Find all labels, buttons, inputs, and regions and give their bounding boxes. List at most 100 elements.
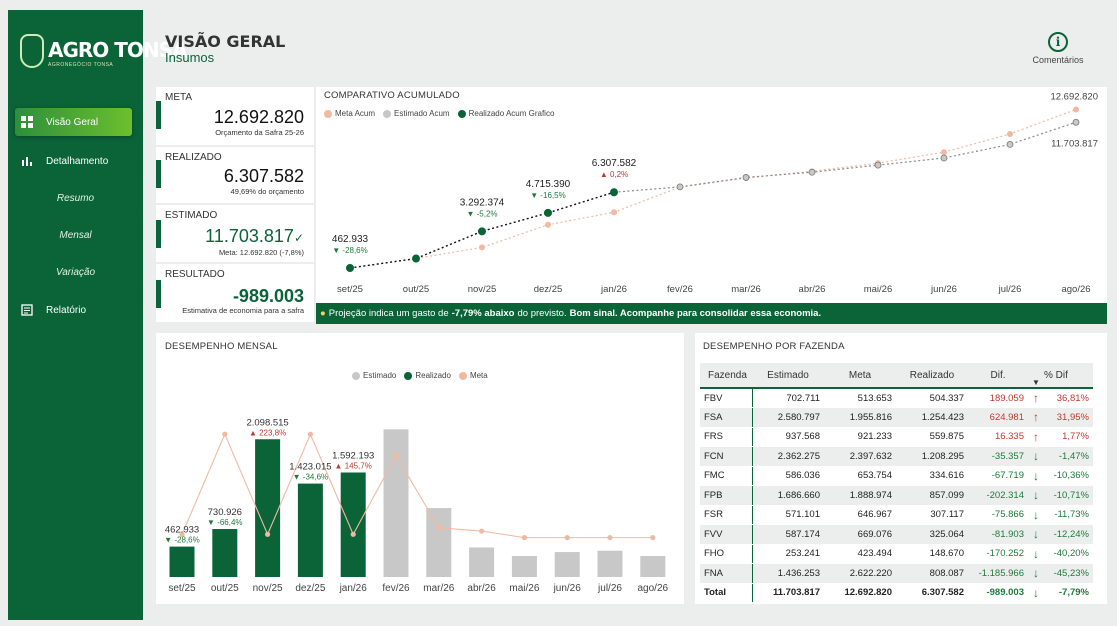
col-pct-dif[interactable]: % Dif	[1044, 363, 1093, 389]
kpi-accent	[156, 101, 161, 129]
arrow-down-icon: ↓	[1028, 485, 1044, 506]
data-point-meta	[479, 528, 485, 534]
col-dif[interactable]: Dif.	[968, 363, 1028, 389]
table-row[interactable]: FNA 1.436.253 2.622.220 808.087 -1.185.966 ↓ -…	[700, 563, 1093, 584]
data-point-meta	[222, 431, 228, 437]
table-header-row: Fazenda Estimado Meta Realizado Dif. ▼ %…	[700, 363, 1093, 389]
cell-estimado: 1.686.660	[752, 485, 824, 506]
col-estimado[interactable]: Estimado	[752, 363, 824, 389]
bar-realizado	[255, 439, 281, 577]
kpi-label: REALIZADO	[165, 152, 222, 163]
legend-item-realizado[interactable]: Realizado Acum Grafico	[457, 109, 554, 118]
cell-pct-dif: 1,77%	[1044, 427, 1093, 447]
data-point-meta	[941, 149, 947, 156]
data-label-value: 730.926	[208, 507, 242, 518]
cell-meta: 423.494	[824, 544, 896, 564]
col-realizado[interactable]: Realizado	[896, 363, 968, 389]
x-tick-label: abr/26	[799, 284, 826, 295]
table-row[interactable]: FSR 571.101 646.967 307.117 -75.866 ↓ -11,73%	[700, 505, 1093, 525]
table-row[interactable]: FRS 937.568 921.233 559.875 16.335 ↑ 1,77%	[700, 427, 1093, 447]
cell-realizado: 1.254.423	[896, 407, 968, 428]
table-row[interactable]: FSA 2.580.797 1.955.816 1.254.423 624.981 ↑ 31…	[700, 407, 1093, 428]
table-row[interactable]: FCN 2.362.275 2.397.632 1.208.295 -35.357 ↓ -1…	[700, 446, 1093, 467]
legend-item-meta[interactable]: Meta Acum	[324, 109, 375, 118]
sidebar-item-visao-geral[interactable]: Visão Geral	[15, 108, 132, 136]
info-icon: i	[1048, 32, 1068, 52]
banner-middle: do previsto.	[517, 308, 567, 319]
cell-estimado: 586.036	[752, 466, 824, 486]
cell-estimado: 2.580.797	[752, 407, 824, 428]
legend-swatch	[352, 371, 360, 380]
data-label-value: 3.292.374	[460, 197, 505, 208]
cell-fazenda: FPB	[700, 485, 753, 506]
sidebar-item-detalhamento[interactable]: Detalhamento	[8, 147, 143, 175]
legend-swatch	[383, 109, 392, 118]
table-row[interactable]: FMC 586.036 653.754 334.616 -67.719 ↓ -10,36%	[700, 466, 1093, 486]
grid-icon	[21, 116, 33, 128]
x-tick-label: mar/26	[423, 583, 455, 594]
cell-fazenda: FVV	[700, 524, 753, 545]
cell-estimado: 1.436.253	[752, 563, 824, 584]
x-tick-label: jan/26	[600, 284, 627, 295]
cell-estimado: 587.174	[752, 524, 824, 545]
kpi-note: Meta: 12.692.820 (-7,8%)	[218, 248, 304, 257]
col-fazenda[interactable]: Fazenda	[700, 363, 752, 389]
kpi-accent	[156, 160, 161, 188]
legend-item-estimado[interactable]: Estimado	[352, 371, 396, 380]
cell-dif: -202.314	[968, 485, 1028, 506]
cell-pct-dif: -40,20%	[1044, 544, 1093, 564]
data-point-meta	[564, 535, 570, 541]
report-icon	[21, 304, 33, 316]
data-label-value: 462.933	[165, 525, 199, 536]
bar-estimado	[511, 555, 537, 577]
end-label-estimado: 11.703.817	[1051, 138, 1098, 149]
data-point-meta	[1073, 106, 1079, 113]
table-row[interactable]: FVV 587.174 669.076 325.064 -81.903 ↓ -12,24%	[700, 524, 1093, 545]
farm-table: Fazenda Estimado Meta Realizado Dif. ▼ %…	[700, 363, 1093, 603]
x-tick-label: mai/26	[509, 583, 539, 594]
arrow-down-icon: ↓	[1028, 582, 1044, 603]
sidebar: AGRO TONSA AGRONEGÓCIO TONSA Visão Geral…	[8, 10, 188, 620]
data-point-estimado	[1072, 118, 1080, 126]
chart-legend: Estimado Realizado Meta	[352, 371, 496, 380]
sort-desc-icon[interactable]: ▼	[1028, 363, 1044, 389]
data-point-meta	[479, 244, 485, 251]
legend-item-estimado[interactable]: Estimado Acum	[383, 109, 450, 118]
cell-fazenda: FNA	[700, 563, 753, 584]
sidebar-subitem-variacao[interactable]: Variação	[55, 267, 96, 278]
cell-dif: -35.357	[968, 446, 1028, 467]
cell-fazenda: FSR	[700, 505, 753, 525]
data-label-variation: ▼ -28,6%	[164, 536, 200, 545]
col-meta[interactable]: Meta	[824, 363, 896, 389]
data-point-meta	[650, 535, 656, 541]
sidebar-item-relatorio[interactable]: Relatório	[8, 296, 143, 324]
comments-label: Comentários	[1032, 55, 1084, 65]
table-row[interactable]: FPB 1.686.660 1.888.974 857.099 -202.314 ↓ -10…	[700, 485, 1093, 506]
data-point-estimado	[808, 168, 816, 176]
sidebar-subitem-resumo[interactable]: Resumo	[56, 193, 95, 204]
table-row[interactable]: FHO 253.241 423.494 148.670 -170.252 ↓ -40,20%	[700, 544, 1093, 564]
legend-item-meta[interactable]: Meta	[458, 371, 488, 380]
table-row[interactable]: FBV 702.711 513.653 504.337 189.059 ↑ 36,81%	[700, 388, 1093, 408]
data-label-variation: ▼ -16,5%	[530, 191, 566, 200]
legend-item-realizado[interactable]: Realizado	[404, 371, 451, 380]
comments-button[interactable]: i Comentários	[1028, 32, 1088, 65]
cell-meta: 653.754	[824, 466, 896, 486]
data-point-meta	[545, 221, 551, 228]
chart-legend: Meta Acum Estimado Acum Realizado Acum G…	[324, 109, 562, 118]
sidebar-subitem-mensal[interactable]: Mensal	[59, 230, 92, 241]
lightbulb-icon: ●	[320, 308, 326, 319]
cell-dif: -67.719	[968, 466, 1028, 486]
x-tick-label: fev/26	[667, 284, 693, 295]
cell-estimado: 253.241	[752, 544, 824, 564]
series-line-meta	[181, 432, 653, 539]
banner-highlight: -7,79% abaixo	[451, 308, 515, 319]
data-label-variation: ▲ 145,7%	[335, 461, 372, 470]
kpi-realizado-card: REALIZADO 6.307.582 49,69% do orçamento	[156, 147, 314, 203]
chart-title: COMPARATIVO ACUMULADO	[324, 90, 460, 101]
x-tick-label: jul/26	[998, 284, 1022, 295]
cell-dif: 624.981	[968, 407, 1028, 428]
table-total-row[interactable]: Total 11.703.817 12.692.820 6.307.582 -989.0…	[700, 582, 1093, 603]
cell-pct-dif: -10,36%	[1044, 466, 1093, 486]
data-label-variation: ▲ 0,2%	[600, 170, 628, 179]
